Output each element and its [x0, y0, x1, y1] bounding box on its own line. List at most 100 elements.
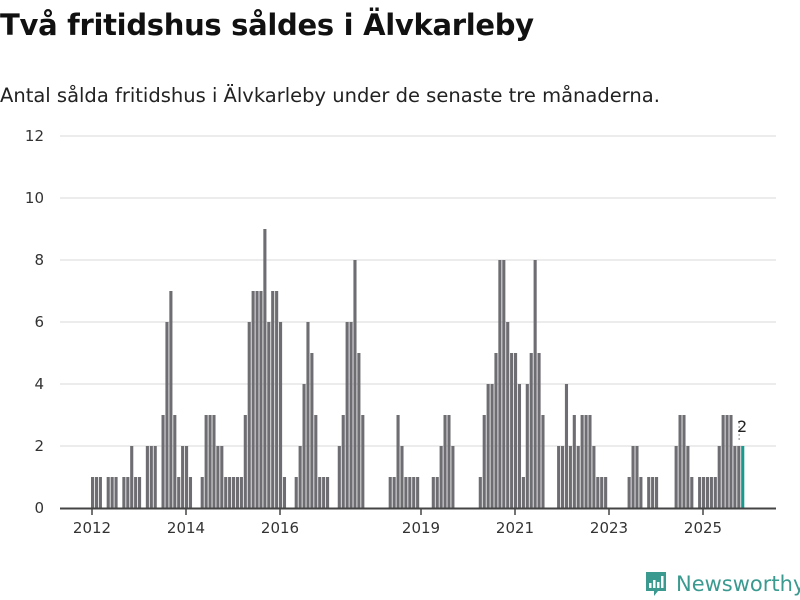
bar: [639, 477, 643, 508]
bar: [318, 477, 322, 508]
bar: [482, 415, 486, 508]
bar: [502, 260, 506, 508]
bar: [138, 477, 142, 508]
bar: [713, 477, 717, 508]
x-tick-label: 2016: [261, 519, 299, 537]
bar: [600, 477, 604, 508]
bar: [717, 446, 721, 508]
chart-subtitle: Antal sålda fritidshus i Älvkarleby unde…: [0, 84, 660, 107]
bar: [110, 477, 114, 508]
bar: [557, 446, 561, 508]
bar: [733, 446, 737, 508]
bar: [592, 446, 596, 508]
bar: [478, 477, 482, 508]
x-tick-label: 2021: [496, 519, 534, 537]
bar: [314, 415, 318, 508]
bar: [651, 477, 655, 508]
bar: [255, 291, 259, 508]
bar: [702, 477, 706, 508]
bar: [228, 477, 232, 508]
bar: [91, 477, 95, 508]
bar: [510, 353, 514, 508]
bar: [541, 415, 545, 508]
y-tick-label: 6: [34, 313, 44, 331]
bar: [94, 477, 99, 508]
bar: [149, 446, 153, 508]
bar: [271, 291, 275, 508]
bar: [431, 477, 435, 508]
bar: [208, 415, 212, 508]
bar: [705, 477, 710, 508]
y-tick-label: 4: [34, 375, 44, 393]
bar: [584, 415, 588, 508]
x-tick-label: 2023: [590, 519, 628, 537]
bar: [282, 477, 287, 508]
bar: [122, 477, 126, 508]
bar: [204, 415, 208, 508]
logo-text: Newsworthy: [676, 572, 800, 596]
bar: [294, 477, 298, 508]
bar: [232, 477, 236, 508]
bar: [216, 446, 220, 508]
bar: [404, 477, 408, 508]
bar: [517, 384, 522, 508]
bar: [188, 477, 193, 508]
bar: [412, 477, 416, 508]
bar: [306, 322, 310, 508]
bar: [690, 477, 694, 508]
bar: [525, 384, 529, 508]
bar: [494, 353, 498, 508]
bar: [392, 477, 396, 508]
bar: [709, 477, 713, 508]
bar: [396, 415, 400, 508]
bar: [181, 446, 185, 508]
bar: [572, 415, 576, 508]
bar: [337, 446, 341, 508]
bar: [627, 477, 631, 508]
bar: [416, 477, 420, 508]
bar: [686, 446, 690, 508]
bar: [224, 477, 228, 508]
bar: [408, 477, 412, 508]
bar: [212, 415, 216, 508]
bar: [106, 477, 110, 508]
bar: [185, 446, 189, 508]
bar: [235, 477, 240, 508]
bar: [506, 322, 510, 508]
bar: [537, 353, 541, 508]
x-tick-label: 2019: [402, 519, 440, 537]
bar: [134, 477, 138, 508]
bar: [349, 322, 353, 508]
bar: [267, 322, 271, 508]
bar: [514, 353, 518, 508]
bar: [243, 415, 247, 508]
bar: [239, 477, 243, 508]
bar: [698, 477, 702, 508]
bar: [631, 446, 635, 508]
bar: [655, 477, 659, 508]
bar: [521, 477, 525, 508]
bar: [200, 477, 204, 508]
bar: [153, 446, 157, 508]
bar: [145, 446, 149, 508]
bar: [498, 260, 502, 508]
bar: [604, 477, 608, 508]
bar: [490, 384, 494, 508]
bar: [161, 415, 165, 508]
bar: [725, 415, 729, 508]
bar: [310, 353, 314, 508]
bar: [275, 291, 279, 508]
bar: [251, 291, 255, 508]
bar: [259, 291, 263, 508]
bar: [220, 446, 224, 508]
bar: [682, 415, 686, 508]
bar: [361, 415, 365, 508]
bar: [439, 446, 443, 508]
bar: [588, 415, 592, 508]
x-tick-label: 2014: [167, 519, 205, 537]
bar: [322, 477, 326, 508]
bar-highlight: [741, 446, 745, 508]
bar: [451, 446, 455, 508]
bar: [596, 477, 600, 508]
